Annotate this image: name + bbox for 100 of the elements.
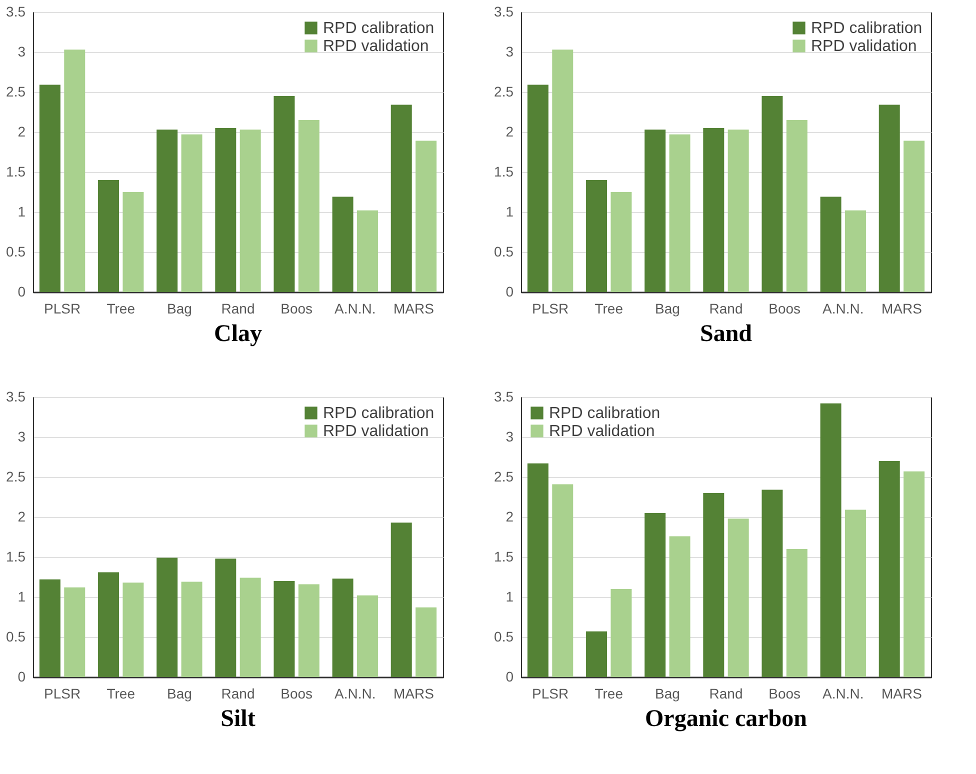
bar xyxy=(215,558,236,677)
y-tick-label: 2.5 xyxy=(494,468,514,484)
bar xyxy=(240,130,261,292)
bar xyxy=(820,196,842,292)
bar xyxy=(820,403,842,677)
bar xyxy=(552,50,574,292)
bar xyxy=(332,196,354,292)
bar xyxy=(586,631,608,677)
bar xyxy=(610,589,632,677)
x-tick-label: Bag xyxy=(654,686,680,702)
y-tick-label: 3 xyxy=(506,44,514,60)
x-tick-label: Boos xyxy=(768,300,801,316)
bar xyxy=(904,140,925,292)
y-tick-label: 0.5 xyxy=(6,244,26,260)
bar xyxy=(156,130,178,292)
y-tick-label: 2.5 xyxy=(494,84,514,100)
legend-label: RPD validation xyxy=(549,423,655,440)
bar xyxy=(181,134,202,292)
bar xyxy=(552,484,574,677)
y-tick-label: 2.5 xyxy=(6,468,26,484)
bar xyxy=(274,581,295,677)
x-tick-label: Rand xyxy=(221,686,255,702)
bar xyxy=(762,490,783,677)
y-tick-label: 2 xyxy=(18,124,26,140)
y-tick-label: 0.5 xyxy=(494,628,514,644)
x-tick-label: Tree xyxy=(594,686,624,702)
bar xyxy=(644,130,666,292)
bar xyxy=(878,104,900,292)
y-tick-label: 2 xyxy=(506,124,514,140)
y-tick-label: 3.5 xyxy=(6,388,26,404)
legend-label: RPD calibration xyxy=(811,20,922,37)
bar xyxy=(669,536,690,677)
bar xyxy=(844,210,866,292)
y-tick-label: 3 xyxy=(18,44,26,60)
bar xyxy=(215,128,236,292)
y-tick-label: 0 xyxy=(506,668,514,684)
x-tick-label: Rand xyxy=(221,300,255,316)
bar xyxy=(878,461,900,677)
y-tick-label: 1.5 xyxy=(6,164,26,180)
bar xyxy=(844,510,866,677)
bar xyxy=(610,192,632,292)
x-tick-label: A.N.N. xyxy=(334,300,376,316)
bar xyxy=(122,192,144,292)
x-tick-label: PLSR xyxy=(44,686,81,702)
bar xyxy=(298,584,320,677)
bar xyxy=(156,558,178,677)
text: Sand xyxy=(700,321,753,347)
bar xyxy=(332,578,354,677)
bar xyxy=(703,493,724,677)
x-tick-label: Bag xyxy=(654,300,680,316)
y-tick-label: 3 xyxy=(18,428,26,444)
y-tick-label: 1.5 xyxy=(494,164,514,180)
y-tick-label: 0 xyxy=(18,284,26,300)
bar xyxy=(527,463,548,677)
bar xyxy=(39,84,60,292)
y-tick-label: 0.5 xyxy=(494,244,514,260)
x-tick-label: Bag xyxy=(166,686,192,702)
bar xyxy=(122,582,144,677)
x-tick-label: Bag xyxy=(166,300,192,316)
bar xyxy=(644,513,666,677)
bar xyxy=(298,120,320,292)
bar xyxy=(786,549,808,677)
y-tick-label: 1 xyxy=(506,204,514,220)
bar xyxy=(98,180,120,292)
x-tick-label: Rand xyxy=(709,300,743,316)
bar xyxy=(274,96,295,292)
y-tick-label: 1.5 xyxy=(494,548,514,564)
bar xyxy=(356,210,378,292)
x-tick-label: MARS xyxy=(881,686,922,702)
x-tick-label: A.N.N. xyxy=(334,686,376,702)
bar xyxy=(728,518,749,677)
y-tick-label: 2.5 xyxy=(6,84,26,100)
y-tick-label: 3 xyxy=(506,428,514,444)
bar xyxy=(98,572,120,677)
legend-label: RPD calibration xyxy=(323,405,434,422)
legend-label: RPD validation xyxy=(811,38,917,55)
bar xyxy=(527,84,548,292)
bar xyxy=(904,471,925,677)
text: Clay xyxy=(214,321,262,347)
y-tick-label: 1 xyxy=(506,588,514,604)
text: Organic carbon xyxy=(645,706,807,732)
bar xyxy=(181,582,202,677)
x-tick-label: Boos xyxy=(768,686,801,702)
bar xyxy=(586,180,608,292)
bar xyxy=(39,579,60,677)
x-tick-label: Tree xyxy=(106,300,136,316)
x-tick-label: PLSR xyxy=(44,300,81,316)
bar xyxy=(416,140,437,292)
y-tick-label: 0 xyxy=(506,284,514,300)
bar xyxy=(390,522,412,677)
y-tick-label: 1 xyxy=(18,588,26,604)
x-tick-label: Boos xyxy=(280,686,313,702)
bar xyxy=(64,587,86,677)
x-tick-label: A.N.N. xyxy=(822,686,864,702)
y-tick-label: 3.5 xyxy=(494,388,514,404)
x-tick-label: PLSR xyxy=(532,686,569,702)
text: Silt xyxy=(220,706,256,732)
x-tick-label: MARS xyxy=(393,300,434,316)
legend-label: RPD calibration xyxy=(549,405,660,422)
bar xyxy=(416,607,437,677)
